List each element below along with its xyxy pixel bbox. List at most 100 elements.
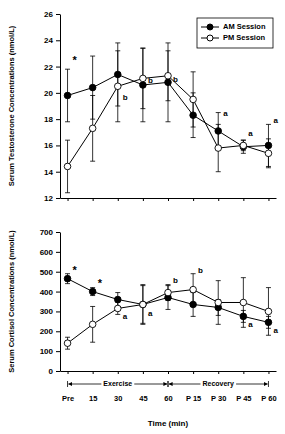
legend-label: AM Session <box>223 22 266 31</box>
point <box>190 286 197 293</box>
x-tick: 45 <box>139 371 147 403</box>
tick-label: P 15 <box>186 394 201 403</box>
x-tick <box>143 198 144 201</box>
tick-mark <box>243 371 244 374</box>
annotation: a <box>123 312 128 321</box>
point <box>190 96 197 103</box>
tick-label: 300 <box>40 307 54 316</box>
x-tick: P 60 <box>261 371 276 403</box>
y-tick: 24 <box>44 36 60 45</box>
tick-mark <box>56 371 60 372</box>
legend-label: PM Session <box>223 33 266 42</box>
x-tick <box>243 198 244 201</box>
x-tick <box>68 198 69 201</box>
tick-mark <box>56 331 60 332</box>
y-tick: 16 <box>44 141 60 150</box>
axis-line <box>60 233 61 372</box>
error-bar <box>90 288 95 296</box>
figure: 1214161820222426Serum Testosterone Conce… <box>0 0 285 434</box>
phase-label-bg <box>101 380 134 387</box>
annotation: * <box>98 277 103 289</box>
tick-mark <box>56 311 60 312</box>
point <box>165 72 172 79</box>
plot-area <box>64 43 272 193</box>
annotation: a <box>148 309 153 318</box>
tick-mark <box>68 198 69 201</box>
annotation: a <box>273 326 278 335</box>
tick-label: 600 <box>40 248 54 257</box>
tick-mark <box>268 198 269 201</box>
tick-mark <box>93 198 94 201</box>
y-axis: 0100200300400500600700 <box>40 228 61 376</box>
point <box>140 75 147 82</box>
tick-mark <box>193 198 194 201</box>
tick-mark <box>118 198 119 201</box>
tick-mark <box>218 198 219 201</box>
legend-marker <box>207 35 213 41</box>
x-tick <box>168 198 169 201</box>
tick-label: 12 <box>44 194 53 203</box>
annotation: a <box>273 116 278 125</box>
y-tick: 100 <box>40 347 60 356</box>
point <box>64 340 71 347</box>
tick-mark <box>56 272 60 273</box>
tick-mark <box>143 198 144 201</box>
annotation: a <box>223 109 228 118</box>
point <box>215 145 222 152</box>
phase-end <box>168 381 169 387</box>
legend-marker <box>207 24 213 30</box>
annotation: * <box>73 264 78 276</box>
tick-label: P 45 <box>236 394 251 403</box>
error-bar <box>166 43 171 122</box>
x-tick <box>93 198 94 201</box>
error-bar <box>216 281 221 325</box>
phase: Exercise <box>68 380 168 387</box>
point <box>64 92 71 99</box>
x-axis <box>61 198 277 201</box>
x-tick: P 45 <box>236 371 251 403</box>
y-tick: 400 <box>40 288 60 297</box>
panel: 0100200300400500600700Pre15304560P 15P 3… <box>7 228 278 428</box>
x-title: Time (min) <box>148 419 189 428</box>
error-bar <box>166 285 171 301</box>
x-tick: 60 <box>164 371 172 403</box>
error-bar <box>166 286 171 310</box>
tick-label: P 60 <box>261 394 276 403</box>
point <box>64 163 71 170</box>
x-axis: Pre15304560P 15P 30P 45P 60 <box>61 371 277 403</box>
error-bar <box>241 140 246 153</box>
tick-mark <box>56 351 60 352</box>
y-tick: 18 <box>44 115 60 124</box>
point <box>89 84 96 91</box>
tick-label: 22 <box>44 63 53 72</box>
axis-line <box>60 15 61 199</box>
tick-mark <box>118 371 119 374</box>
x-tick: 30 <box>114 371 122 403</box>
annotation: a <box>248 129 253 138</box>
error-bar <box>216 124 221 171</box>
y-tick: 700 <box>40 228 60 237</box>
x-tick: P 15 <box>186 371 201 403</box>
error-bar <box>241 140 246 151</box>
tick-label: 24 <box>44 36 53 45</box>
phase-end <box>67 381 68 387</box>
tick-label: 20 <box>44 89 53 98</box>
phase-end <box>268 381 269 387</box>
tick-mark <box>56 172 60 173</box>
error-bar <box>65 274 70 284</box>
tick-label: 200 <box>40 327 54 336</box>
error-bar <box>140 48 145 122</box>
tick-mark <box>268 371 269 374</box>
phase-end <box>168 381 169 387</box>
tick-mark <box>218 371 219 374</box>
legend: AM Session PM Session <box>197 18 273 48</box>
error-bar <box>90 306 95 342</box>
tick-label: 14 <box>44 168 53 177</box>
x-tick <box>268 198 269 201</box>
point <box>114 296 121 303</box>
error-bar <box>115 51 120 122</box>
series <box>64 274 272 349</box>
tick-label: P 30 <box>211 394 226 403</box>
tick-mark <box>68 371 69 374</box>
error-bar <box>166 51 171 101</box>
